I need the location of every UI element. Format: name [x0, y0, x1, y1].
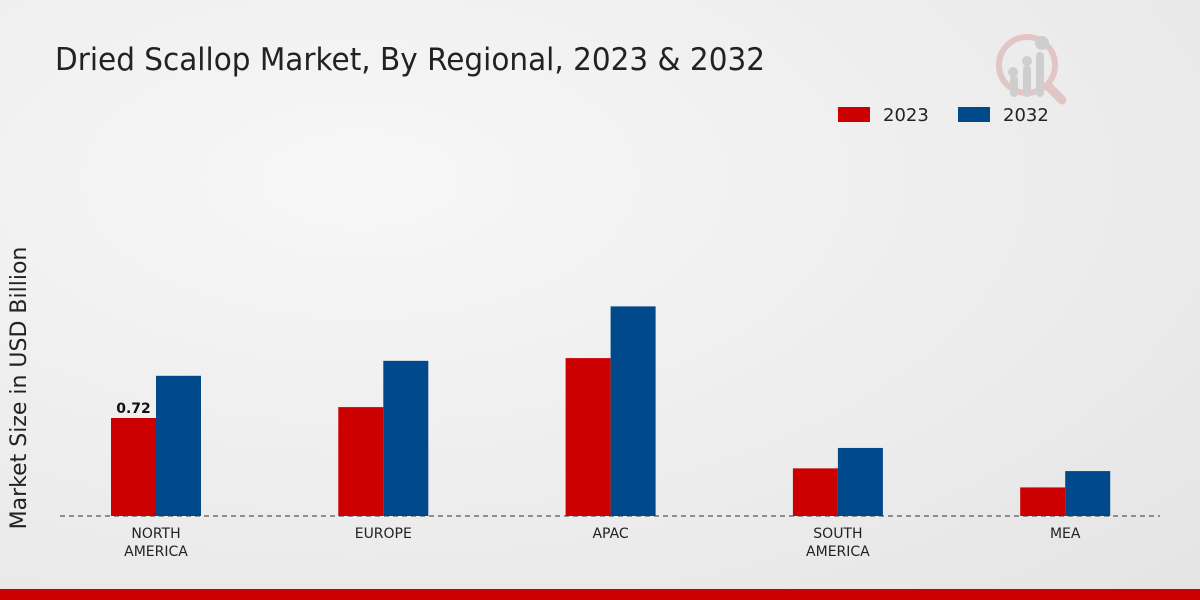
bar-2032-0	[156, 375, 201, 516]
legend-swatch-2032	[958, 107, 990, 122]
bar-2023-2	[565, 358, 611, 516]
bar-2023-3	[792, 468, 838, 516]
bar-2023-4	[1020, 487, 1066, 516]
x-tick-label: EUROPE	[355, 526, 412, 542]
bar-2023-0	[111, 418, 156, 516]
legend-swatch-2023	[838, 107, 870, 122]
logo-watermark	[996, 34, 1067, 105]
bar-2032-2	[610, 306, 656, 516]
bar-2032-1	[383, 360, 429, 516]
bar-2023-1	[338, 407, 384, 516]
footer-bar	[0, 589, 1200, 600]
data-label: 0.72	[116, 401, 151, 417]
x-tick-label: MEA	[1050, 526, 1081, 542]
bar-2032-3	[837, 447, 883, 516]
y-axis-label: Market Size in USD Billion	[7, 247, 32, 530]
x-tick-label: APAC	[592, 526, 628, 542]
legend-label-2032: 2032	[1003, 105, 1049, 126]
legend-label-2023: 2023	[883, 105, 929, 126]
x-tick-label: NORTH AMERICA	[124, 526, 188, 560]
bar-2032-4	[1065, 471, 1111, 516]
legend: 2023 2032	[838, 105, 1049, 126]
x-tick-label: SOUTH AMERICA	[806, 526, 870, 560]
chart-title: Dried Scallop Market, By Regional, 2023 …	[55, 42, 765, 78]
